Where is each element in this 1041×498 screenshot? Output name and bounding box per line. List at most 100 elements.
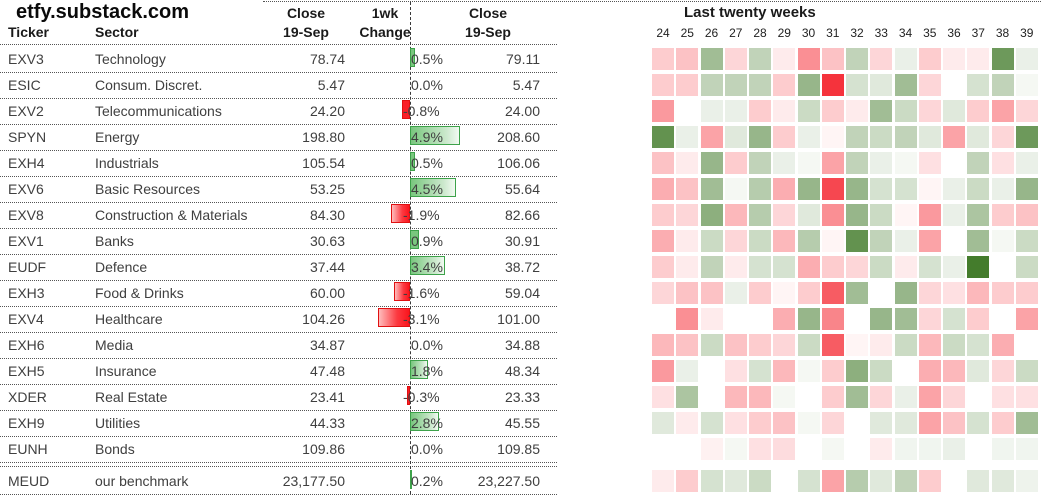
- heatmap-cell: [991, 256, 1014, 278]
- heatmap-cell: [1015, 256, 1038, 278]
- change-bar: [410, 412, 439, 431]
- change-bar: [410, 256, 445, 275]
- table-row: EXV1 Banks 30.63 0.9% 30.91: [0, 228, 557, 255]
- heatmap-cell: [846, 48, 868, 70]
- close-prev-cell: 198.80: [302, 129, 345, 145]
- heatmap-cell: [870, 386, 893, 408]
- heatmap-cell: [700, 204, 723, 226]
- sector-cell: our benchmark: [95, 473, 189, 489]
- change-value: 0.2%: [411, 473, 443, 489]
- change-value: 2.8%: [411, 415, 443, 431]
- heatmap-cell: [991, 230, 1014, 252]
- week-label: 33: [874, 26, 888, 40]
- heatmap-cell: [821, 334, 844, 356]
- heatmap-cell: [943, 178, 965, 200]
- heatmap-cell: [676, 100, 699, 122]
- heatmap-cell: [724, 334, 747, 356]
- week-label: 37: [971, 26, 985, 40]
- week-label: 35: [923, 26, 937, 40]
- heatmap-cell: [894, 152, 917, 174]
- heatmap-cell: [967, 100, 990, 122]
- table-row: EXV8 Construction & Materials 84.30 -1.9% 82…: [0, 202, 557, 229]
- heatmap-cell: [797, 438, 820, 460]
- heatmap-cell: [991, 470, 1014, 492]
- heatmap-cell: [821, 100, 844, 122]
- heatmap-cell: [894, 470, 917, 492]
- heatmap-cell: [652, 230, 674, 252]
- close-last-cell: 38.72: [504, 259, 540, 275]
- heatmap-cell: [652, 74, 674, 96]
- change-bar: [410, 360, 428, 379]
- heatmap-cell: [870, 178, 893, 200]
- heatmap-cell: [991, 334, 1014, 356]
- sector-cell: Media: [95, 337, 134, 353]
- heatmap-cell: [700, 360, 723, 382]
- close-prev-cell: 109.86: [302, 441, 345, 457]
- ticker-cell: XDER: [8, 389, 47, 405]
- heatmap-cell: [676, 74, 699, 96]
- heatmap-cell: [943, 386, 965, 408]
- heatmap-cell: [991, 282, 1014, 304]
- table-row: EXV6 Basic Resources 53.25 4.5% 55.64: [0, 176, 557, 203]
- heatmap-cell: [797, 100, 820, 122]
- change-bar: [391, 204, 410, 223]
- heatmap-cell: [943, 412, 965, 434]
- heatmap-cell: [652, 204, 674, 226]
- heatmap-cell: [773, 438, 796, 460]
- heatmap-cell: [749, 308, 771, 330]
- heatmap-cell: [700, 386, 723, 408]
- change-value: 0.5%: [411, 51, 443, 67]
- heatmap-cell: [773, 152, 796, 174]
- heatmap-cell: [676, 256, 699, 278]
- heatmap-cell: [821, 470, 844, 492]
- close-prev-cell: 37.44: [309, 259, 345, 275]
- heatmap-cell: [676, 204, 699, 226]
- heatmap-cell: [870, 230, 893, 252]
- week-label: 34: [898, 26, 913, 40]
- heatmap-cell: [894, 48, 917, 70]
- heatmap-cell: [700, 100, 723, 122]
- heatmap-cell: [652, 386, 674, 408]
- close-prev-cell: 84.30: [309, 207, 345, 223]
- heatmap-cell: [918, 256, 941, 278]
- heatmap-cell: [773, 360, 796, 382]
- table-row: XDER Real Estate 23.41 -0.3% 23.33: [0, 384, 557, 411]
- heatmap-cell: [676, 470, 699, 492]
- heatmap-cell: [967, 204, 990, 226]
- heatmap-cell: [749, 204, 771, 226]
- sector-cell: Telecommunications: [95, 103, 222, 119]
- sector-cell: Banks: [95, 233, 134, 249]
- heatmap-cell: [1015, 178, 1038, 200]
- heatmap-cell: [676, 308, 699, 330]
- table-row: ESIC Consum. Discret. 5.47 0.0% 5.47: [0, 72, 557, 99]
- heatmap-cell: [797, 48, 820, 70]
- heatmap-cell: [918, 334, 941, 356]
- heatmap-cell: [676, 412, 699, 434]
- heatmap-cell: [700, 412, 723, 434]
- heatmap-cell: [967, 126, 990, 148]
- heatmap-cell: [797, 334, 820, 356]
- heatmap-cell: [870, 308, 893, 330]
- week-label: 28: [753, 26, 767, 40]
- close-prev-cell: 23.41: [309, 389, 345, 405]
- heatmap-cell: [1015, 230, 1038, 252]
- heatmap-cell: [846, 204, 868, 226]
- change-value: 0.5%: [411, 155, 443, 171]
- heatmap-cell: [991, 360, 1014, 382]
- heatmap-cell: [991, 386, 1014, 408]
- heatmap-cell: [967, 438, 990, 460]
- heatmap-cell: [918, 178, 941, 200]
- week-label: 31: [826, 26, 840, 40]
- heatmap-cell: [918, 230, 941, 252]
- heatmap-cell: [870, 126, 893, 148]
- heatmap-cell: [870, 152, 893, 174]
- heatmap-cell: [943, 470, 965, 492]
- table-row: EXH3 Food & Drinks 60.00 -1.6% 59.04: [0, 280, 557, 307]
- close-last-header-line2: 19-Sep: [465, 24, 511, 40]
- week-label: 36: [947, 26, 961, 40]
- heatmap-cell: [967, 256, 990, 278]
- sector-cell: Consum. Discret.: [95, 77, 203, 93]
- heatmap-cell: [797, 412, 820, 434]
- close-last-cell: 30.91: [504, 233, 540, 249]
- close-last-cell: 55.64: [504, 181, 540, 197]
